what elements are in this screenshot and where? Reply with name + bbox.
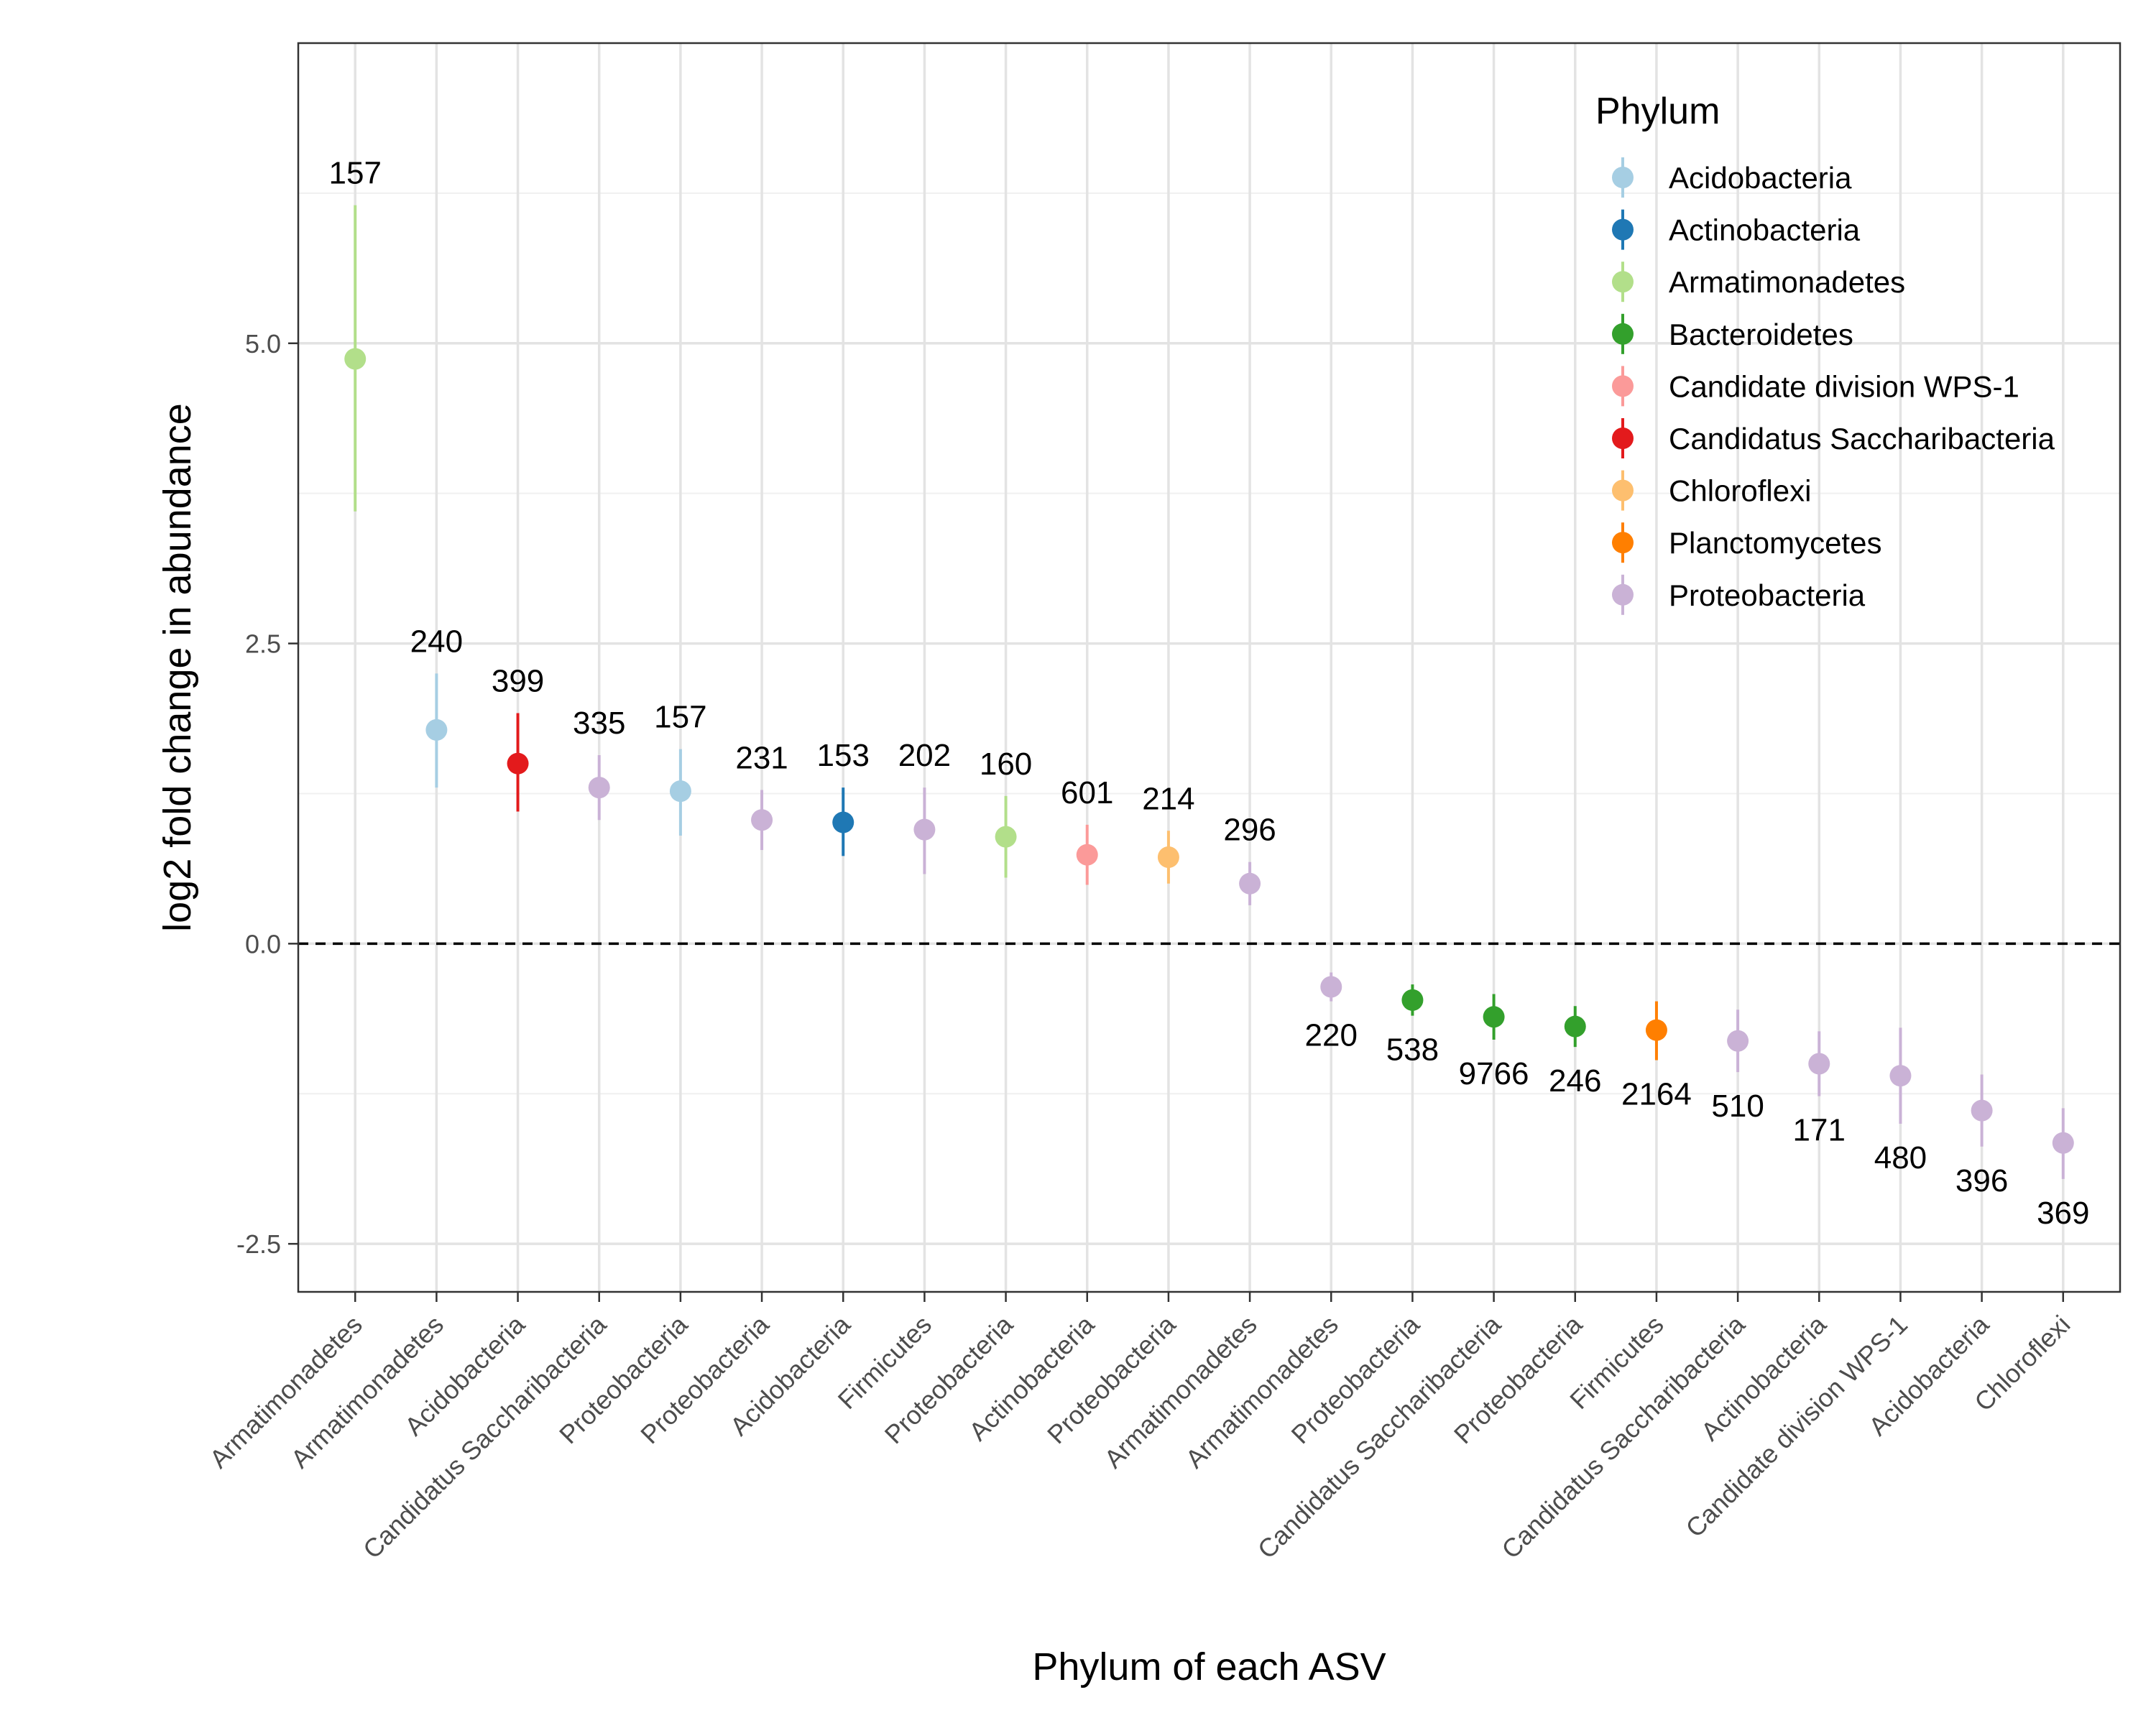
legend-key-point [1612, 218, 1634, 241]
x-axis-title: Phylum of each ASV [1032, 1645, 1386, 1688]
legend-title: Phylum [1595, 91, 1720, 132]
legend-label: Actinobacteria [1669, 213, 1861, 247]
data-label: 153 [817, 738, 870, 773]
data-point [1401, 989, 1424, 1011]
y-axis-ticks: -2.5 0.0 2.5 5.0 [236, 329, 298, 1259]
data-label: 538 [1386, 1032, 1439, 1068]
data-point [1808, 1053, 1830, 1075]
data-label: 296 [1223, 813, 1276, 848]
legend: Phylum Acidobacteria Actinobacteria Armati… [1595, 91, 2055, 615]
data-labels: 157 240 399 335 157 231 153 202 160 601 214 296 220 5… [329, 156, 2090, 1231]
y-tick-label: 5.0 [245, 329, 281, 359]
data-label: 9766 [1459, 1056, 1529, 1091]
plot-panel-border [297, 42, 2122, 1293]
data-point [344, 348, 367, 370]
legend-label: Candidate division WPS-1 [1669, 369, 2019, 403]
data-point [995, 826, 1017, 848]
legend-key-point [1612, 479, 1634, 502]
data-label: 157 [654, 700, 706, 735]
data-point [1971, 1099, 1993, 1122]
legend-key-point [1612, 428, 1634, 449]
data-label: 171 [1793, 1113, 1846, 1148]
data-label: 601 [1061, 775, 1113, 810]
data-point [507, 752, 529, 775]
legend-label: Bacteroidetes [1669, 318, 1853, 351]
legend-label: Planctomycetes [1669, 526, 1881, 560]
data-point [832, 811, 854, 833]
data-label: 510 [1711, 1089, 1764, 1124]
y-axis-title: log2 fold change in abundance [156, 403, 199, 932]
legend-label: Armatimonadetes [1669, 265, 1905, 299]
data-point [669, 780, 691, 803]
data-label: 335 [573, 706, 625, 741]
legend-key-point [1612, 323, 1634, 345]
legend-key-point [1612, 167, 1634, 188]
data-point [1889, 1065, 1912, 1087]
data-label: 202 [898, 738, 951, 773]
data-point [913, 818, 936, 841]
data-label: 480 [1874, 1140, 1927, 1175]
data-label: 160 [980, 747, 1032, 782]
data-label: 399 [492, 664, 544, 699]
data-point [751, 809, 773, 831]
data-label: 214 [1142, 781, 1194, 816]
legend-label: Chloroflexi [1669, 474, 1811, 508]
data-point [1157, 846, 1179, 869]
data-points [344, 348, 2074, 1154]
data-point [2052, 1132, 2074, 1154]
legend-key-point [1612, 532, 1634, 554]
legend-label: Candidatus Saccharibacteria [1669, 422, 2055, 456]
legend-key-point [1612, 375, 1634, 397]
y-tick-label: 0.0 [245, 929, 281, 958]
data-label: 369 [2037, 1196, 2089, 1231]
data-point [1645, 1019, 1667, 1041]
legend-key-point [1612, 271, 1634, 293]
data-point [1239, 872, 1261, 895]
legend-key-point [1612, 583, 1634, 606]
data-point [1727, 1030, 1749, 1052]
data-label: 220 [1305, 1018, 1358, 1053]
data-point [1483, 1006, 1505, 1028]
data-label: 157 [329, 156, 382, 191]
legend-label: Proteobacteria [1669, 578, 1866, 612]
data-label: 396 [1955, 1163, 2008, 1198]
data-label: 246 [1549, 1063, 1601, 1099]
data-point [425, 719, 448, 741]
data-label: 2164 [1621, 1076, 1692, 1112]
y-tick-label: -2.5 [236, 1229, 281, 1259]
data-point [1320, 976, 1342, 998]
data-label: 231 [735, 740, 788, 775]
data-point [1076, 844, 1098, 866]
y-tick-label: 2.5 [245, 629, 281, 659]
data-point [588, 777, 610, 799]
data-point [1564, 1015, 1586, 1038]
data-label: 240 [410, 624, 463, 659]
legend-label: Acidobacteria [1669, 161, 1852, 195]
